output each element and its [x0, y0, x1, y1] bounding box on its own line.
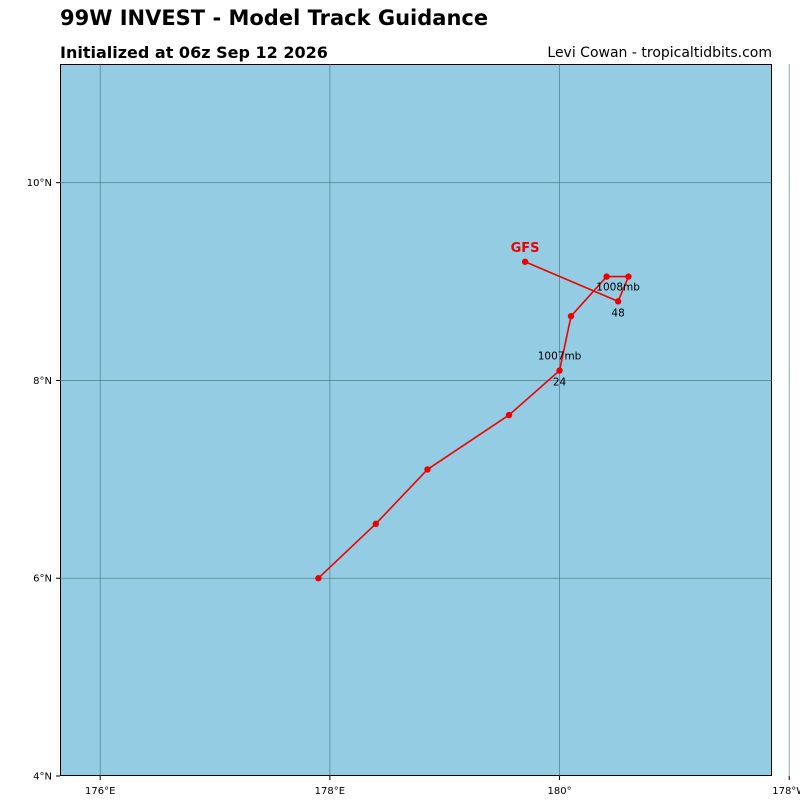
- track-point: [521, 258, 529, 265]
- forecast-hour-label: 48: [611, 307, 624, 319]
- lon-tick-label: 180°: [548, 786, 572, 797]
- lat-tick-label: 4°N: [33, 772, 52, 783]
- track-point: [614, 298, 622, 305]
- track-point: [556, 367, 563, 374]
- chart-title: 99W INVEST - Model Track Guidance: [60, 6, 489, 30]
- init-time-subtitle: Initialized at 06z Sep 12 2026: [60, 43, 328, 62]
- model-name-label: GFS: [511, 241, 540, 256]
- track-line-gfs: [317, 261, 630, 579]
- track-point: [424, 466, 431, 473]
- lat-tick-label: 8°N: [33, 376, 52, 387]
- forecast-hour-label: 24: [553, 377, 567, 389]
- pressure-label: 1007mb: [538, 351, 582, 363]
- track-point: [315, 575, 322, 582]
- lat-tick-label: 10°N: [27, 178, 52, 189]
- track-point: [505, 411, 513, 419]
- pressure-label: 1008mb: [596, 281, 640, 293]
- track-point: [603, 273, 610, 280]
- track-point: [625, 273, 632, 280]
- track-point: [372, 520, 380, 528]
- track-point: [567, 312, 575, 320]
- credit-text: Levi Cowan - tropicaltidbits.com: [547, 45, 772, 61]
- lon-tick-label: 178°W: [772, 786, 800, 797]
- lat-tick-label: 6°N: [33, 574, 52, 585]
- lon-tick-label: 176°E: [85, 786, 115, 797]
- lon-tick-label: 178°E: [315, 786, 345, 797]
